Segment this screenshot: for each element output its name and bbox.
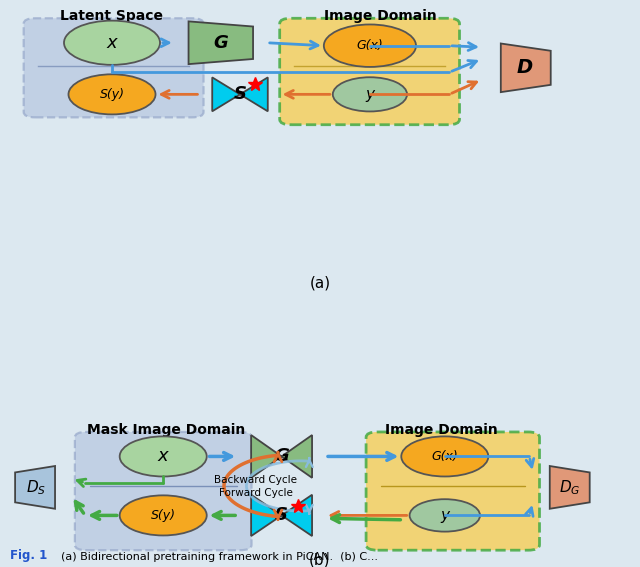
Circle shape xyxy=(410,499,480,532)
Text: y: y xyxy=(440,508,449,523)
Text: Forward Cycle: Forward Cycle xyxy=(219,488,293,498)
Text: y: y xyxy=(365,87,374,102)
Circle shape xyxy=(333,77,407,112)
Text: S: S xyxy=(234,86,246,103)
Circle shape xyxy=(68,74,156,115)
Text: D: D xyxy=(516,58,533,77)
Polygon shape xyxy=(251,495,312,536)
FancyBboxPatch shape xyxy=(280,18,460,125)
Text: S(y): S(y) xyxy=(150,509,176,522)
Circle shape xyxy=(120,496,207,535)
Polygon shape xyxy=(212,77,268,111)
Polygon shape xyxy=(550,466,589,509)
Text: S(y): S(y) xyxy=(99,88,125,101)
Text: Image Domain: Image Domain xyxy=(324,9,437,23)
Text: G: G xyxy=(274,447,289,466)
Text: Image Domain: Image Domain xyxy=(385,423,498,437)
Circle shape xyxy=(64,20,160,65)
Circle shape xyxy=(120,437,207,476)
Polygon shape xyxy=(15,466,55,509)
Text: (a): (a) xyxy=(309,276,331,290)
Text: Mask Image Domain: Mask Image Domain xyxy=(87,423,246,437)
Text: G(x): G(x) xyxy=(431,450,458,463)
Text: G: G xyxy=(213,34,228,52)
Text: G(x): G(x) xyxy=(356,39,383,52)
Text: $D_G$: $D_G$ xyxy=(559,478,580,497)
FancyBboxPatch shape xyxy=(366,432,540,550)
Text: x: x xyxy=(158,447,168,466)
Text: (b): (b) xyxy=(309,552,331,567)
Text: (a) Bidirectional pretraining framework in PiCAN.  (b) C...: (a) Bidirectional pretraining framework … xyxy=(61,552,378,562)
Circle shape xyxy=(401,437,488,476)
Circle shape xyxy=(324,24,416,67)
Text: S: S xyxy=(275,506,288,524)
Text: $D_S$: $D_S$ xyxy=(26,478,47,497)
Text: Fig. 1: Fig. 1 xyxy=(10,549,47,562)
Text: Backward Cycle: Backward Cycle xyxy=(214,475,298,485)
Polygon shape xyxy=(251,435,312,478)
Text: x: x xyxy=(107,34,117,52)
Text: Latent Space: Latent Space xyxy=(61,9,163,23)
FancyBboxPatch shape xyxy=(24,18,204,117)
Polygon shape xyxy=(189,22,253,64)
Polygon shape xyxy=(500,44,550,92)
FancyBboxPatch shape xyxy=(75,432,252,550)
